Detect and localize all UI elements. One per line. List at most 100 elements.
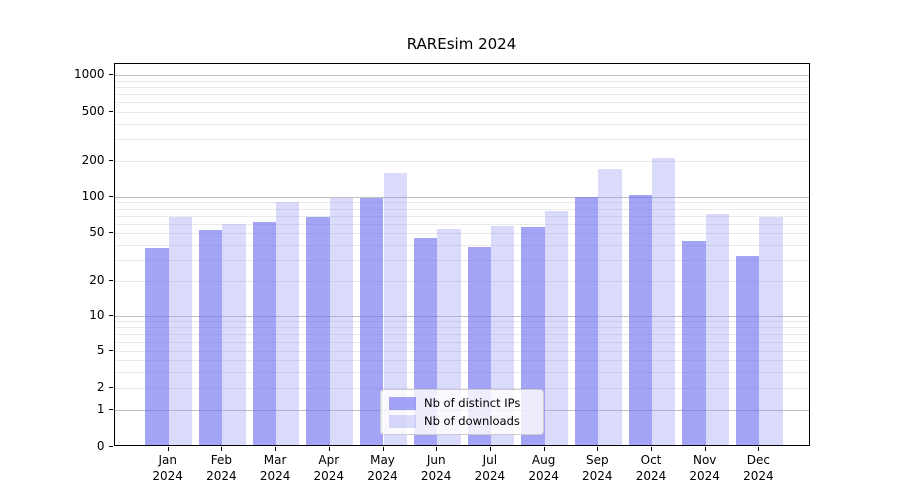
x-tick-mark (597, 447, 599, 451)
y-tick-label: 2 (96, 380, 105, 394)
gridline-minor (114, 351, 809, 352)
bar-downloads (652, 157, 676, 445)
x-tick-label: Sep 2024 (582, 453, 613, 483)
y-tick-mark (108, 74, 113, 75)
gridline-major (114, 197, 809, 198)
x-tick-label: Apr 2024 (313, 453, 345, 483)
gridline-minor (114, 327, 809, 329)
x-tick-mark (704, 447, 706, 451)
gridline-minor (114, 388, 809, 389)
bar-distinct-ips (360, 198, 384, 445)
y-tick-label: 10 (89, 308, 105, 322)
gridline-minor (114, 102, 809, 104)
x-tick-mark (221, 447, 223, 451)
legend-label: Nb of distinct IPs (424, 396, 521, 410)
gridline-minor (114, 94, 809, 96)
gridline-minor (114, 244, 809, 246)
y-tick-label: 5 (96, 343, 105, 357)
gridline-minor (114, 112, 809, 113)
gridline-minor (114, 139, 809, 141)
y-tick-mark (108, 446, 113, 447)
bar-distinct-ips (252, 222, 277, 445)
chart-title: RAREsim 2024 (406, 35, 517, 53)
y-tick-label: 500 (81, 104, 105, 118)
gridline-minor (114, 202, 809, 204)
bar-distinct-ips (145, 248, 169, 445)
legend-swatch-downloads (389, 414, 416, 428)
gridline-major (114, 316, 809, 317)
gridline-minor (114, 161, 809, 162)
legend-swatch-distinct-ips (389, 396, 416, 410)
gridline-minor (114, 215, 809, 217)
gridline-minor (114, 321, 809, 323)
y-tick-mark (108, 350, 113, 351)
y-tick-label: 0 (96, 439, 105, 453)
bar-downloads (383, 172, 407, 445)
y-tick-mark (108, 280, 113, 281)
bar-downloads (276, 202, 300, 445)
legend-item-distinct-ips: Nb of distinct IPs (389, 396, 535, 410)
x-tick-mark (651, 447, 652, 451)
legend-label: Nb of downloads (424, 414, 520, 428)
x-tick-label: Jan 2024 (152, 453, 183, 483)
y-tick-mark (108, 387, 113, 388)
x-tick-label: May 2024 (367, 453, 398, 483)
gridline-minor (114, 371, 809, 373)
y-tick-label: 100 (81, 189, 105, 203)
bar-downloads (168, 216, 193, 445)
x-tick-mark (382, 447, 384, 451)
x-tick-mark (489, 447, 491, 451)
y-tick-label: 1000 (73, 67, 105, 81)
bar-distinct-ips (628, 195, 652, 445)
x-tick-label: Oct 2024 (635, 453, 667, 483)
y-tick-mark (108, 232, 113, 233)
x-tick-label: Jul 2024 (474, 453, 506, 483)
gridline-minor (114, 86, 809, 88)
x-tick-mark (328, 447, 330, 451)
x-tick-mark (543, 447, 545, 451)
bar-distinct-ips (306, 216, 330, 445)
x-tick-label: Jun 2024 (420, 453, 452, 483)
x-tick-label: Dec 2024 (743, 453, 774, 483)
gridline-minor (114, 233, 809, 234)
bar-distinct-ips (199, 229, 223, 445)
gridline-minor (114, 123, 809, 125)
x-tick-label: Aug 2024 (528, 453, 559, 483)
x-tick-label: Mar 2024 (259, 453, 291, 483)
y-tick-label: 50 (89, 225, 105, 239)
legend-item-downloads: Nb of downloads (389, 414, 535, 428)
bar-downloads (759, 216, 783, 445)
gridline-minor (114, 334, 809, 335)
bar-downloads (544, 211, 568, 445)
x-tick-mark (436, 447, 438, 451)
bar-downloads (598, 169, 622, 445)
gridline-minor (114, 208, 809, 210)
bar-distinct-ips (736, 256, 760, 445)
x-tick-mark (167, 447, 169, 451)
bar-downloads (705, 214, 730, 445)
bar-downloads (329, 197, 354, 445)
bar-distinct-ips (682, 241, 706, 445)
gridline-minor (114, 259, 809, 261)
y-tick-label: 200 (81, 153, 105, 167)
x-tick-mark (758, 447, 760, 451)
y-tick-mark (108, 315, 113, 316)
gridline-major (114, 75, 809, 76)
y-tick-label: 20 (89, 273, 105, 287)
x-tick-label: Feb 2024 (206, 453, 237, 483)
gridline-minor (114, 80, 809, 82)
gridline-minor (114, 223, 809, 225)
y-tick-mark (108, 196, 113, 197)
gridline-minor (114, 360, 809, 361)
y-tick-mark (108, 408, 113, 410)
bar-distinct-ips (574, 196, 599, 445)
gridline-minor (114, 341, 809, 343)
y-tick-mark (108, 111, 113, 112)
gridline-minor (114, 281, 809, 282)
bar-downloads (222, 224, 246, 445)
x-tick-label: Nov 2024 (689, 453, 720, 483)
legend: Nb of distinct IPs Nb of downloads (380, 389, 544, 435)
x-tick-mark (275, 447, 277, 451)
y-tick-label: 1 (96, 401, 105, 416)
